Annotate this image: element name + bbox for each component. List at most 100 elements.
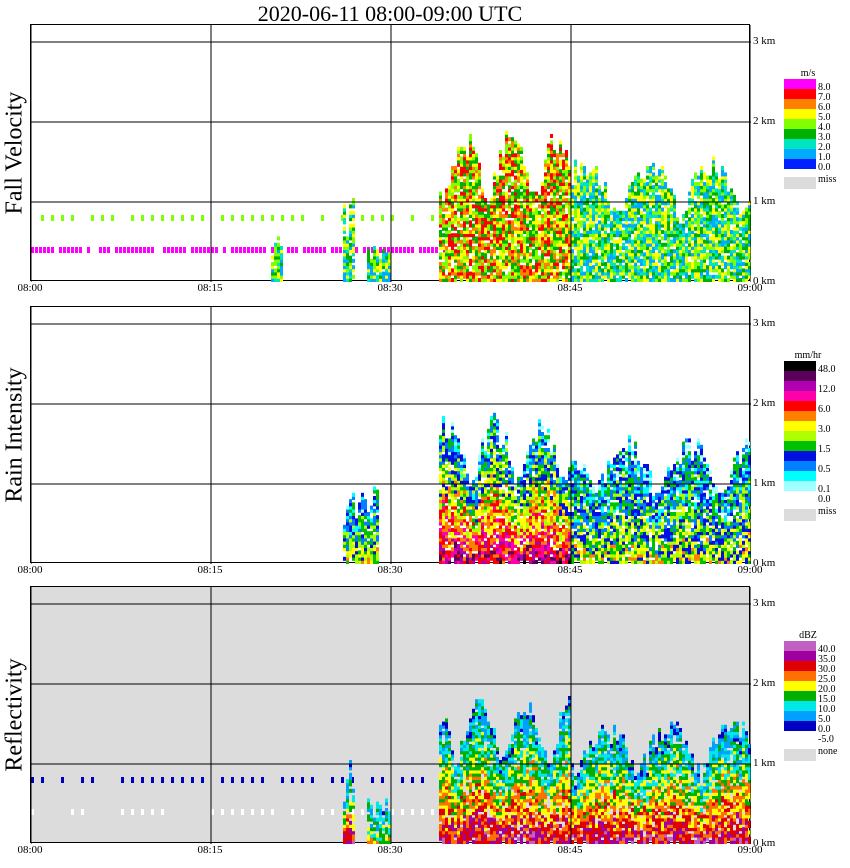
echo-cell (532, 486, 535, 491)
echo-cell (550, 265, 553, 270)
echo-cell (568, 483, 571, 488)
echo-cell (523, 194, 526, 199)
echo-cell (712, 166, 715, 170)
echo-cell (496, 191, 499, 196)
echo-cell (472, 483, 475, 488)
echo-cell (472, 512, 475, 516)
echo-cell (484, 528, 487, 532)
echo-cell (460, 239, 463, 244)
echo-cell (496, 508, 499, 513)
echo-cell (376, 540, 379, 545)
echo-cell (376, 268, 379, 273)
echo-cell (595, 175, 598, 180)
echo-cell (451, 242, 454, 247)
echo-cell (484, 258, 487, 263)
echo-cell (472, 156, 475, 161)
echo-cell (493, 518, 496, 523)
echo-cell (547, 499, 550, 504)
echo-cell (487, 460, 490, 465)
echo-cell (550, 230, 553, 234)
echo-cell (496, 518, 499, 523)
echo-cell (673, 223, 676, 228)
echo-cell (484, 230, 487, 234)
echo-cell (466, 556, 469, 561)
echo-cell (481, 236, 484, 241)
echo-cell (505, 496, 508, 500)
echo-cell (520, 239, 523, 244)
echo-cell (478, 268, 481, 273)
echo-cell (697, 252, 700, 257)
plot-area (30, 24, 751, 282)
echo-cell (478, 457, 481, 462)
echo-cell (475, 204, 478, 209)
echo-cell (622, 214, 625, 218)
echo-cell (583, 172, 586, 177)
x-tick-label: 08:45 (557, 282, 583, 294)
echo-cell (517, 242, 520, 247)
echo-cell (493, 223, 496, 228)
echo-cell (709, 230, 712, 234)
echo-cell (598, 271, 601, 276)
echo-cell (589, 182, 592, 186)
echo-cell (733, 268, 736, 273)
echo-cell (481, 460, 484, 465)
echo-cell (544, 278, 547, 282)
echo-cell (592, 172, 595, 177)
echo-cell (739, 255, 742, 260)
echo-cell (523, 467, 526, 472)
echo-cell (748, 262, 751, 266)
echo-cell (634, 265, 637, 270)
echo-cell (442, 492, 445, 497)
echo-cell (550, 226, 553, 231)
echo-cell (571, 188, 574, 193)
echo-cell (349, 528, 352, 532)
echo-cell (361, 499, 364, 504)
echo-cell (706, 217, 709, 222)
echo-cell (748, 233, 751, 238)
echo-cell (679, 236, 682, 241)
echo-cell (538, 220, 541, 225)
echo-cell (505, 508, 508, 513)
echo-cell (502, 534, 505, 539)
echo-cell (724, 194, 727, 199)
echo-cell (622, 242, 625, 247)
echo-cell (655, 242, 658, 247)
echo-cell (550, 278, 553, 282)
echo-cell (550, 204, 553, 209)
echo-cell (688, 274, 691, 279)
echo-cell (445, 550, 448, 555)
echo-cell (658, 278, 661, 282)
echo-cell (706, 191, 709, 196)
echo-cell (541, 550, 544, 555)
echo-cell (448, 492, 451, 497)
echo-cell (490, 278, 493, 282)
echo-cell (505, 460, 508, 465)
echo-cell (721, 220, 724, 225)
echo-cell (511, 524, 514, 529)
echo-cell (538, 512, 541, 516)
echo-cell (361, 547, 364, 552)
echo-cell (733, 271, 736, 276)
echo-cell (541, 496, 544, 500)
echo-cell (346, 268, 349, 273)
echo-cell (538, 198, 541, 202)
echo-cell (469, 191, 472, 196)
echo-cell (577, 223, 580, 228)
echo-cell (670, 207, 673, 212)
echo-cell (619, 223, 622, 228)
echo-cell (280, 268, 283, 273)
echo-cell (523, 246, 526, 250)
echo-cell (487, 438, 490, 443)
echo-cell (628, 191, 631, 196)
echo-cell (463, 483, 466, 488)
echo-cell (373, 252, 376, 257)
echo-cell (487, 236, 490, 241)
echo-cell (457, 524, 460, 529)
echo-cell (697, 223, 700, 228)
echo-cell (559, 499, 562, 504)
echo-cell (550, 547, 553, 552)
echo-cell (487, 233, 490, 238)
echo-cell (568, 242, 571, 247)
echo-cell (376, 499, 379, 504)
echo-cell (538, 553, 541, 558)
